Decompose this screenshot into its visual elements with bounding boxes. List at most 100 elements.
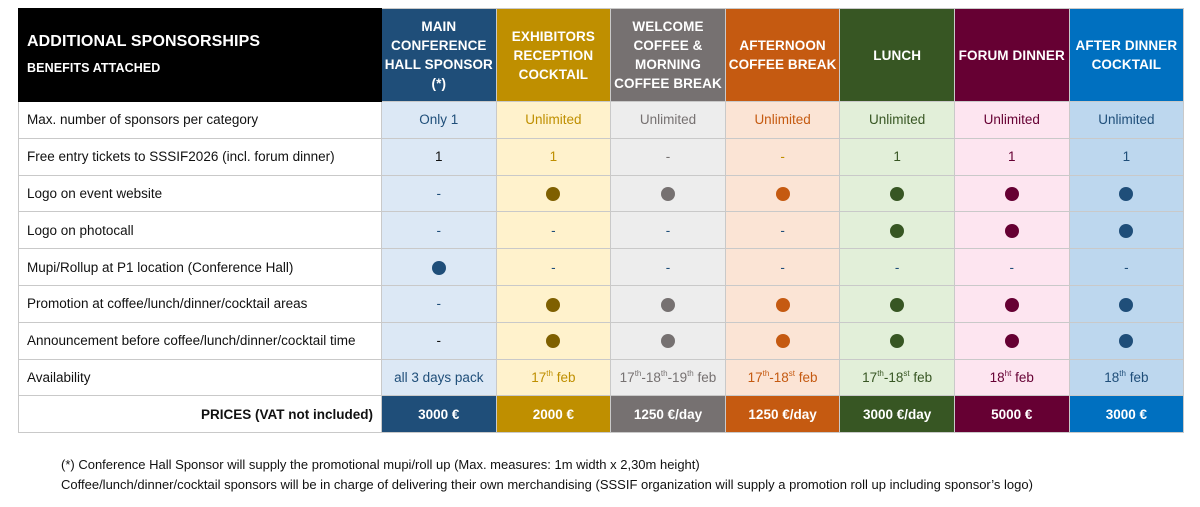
not-included-dash: - <box>894 259 900 275</box>
table-subtitle: BENEFITS ATTACHED <box>27 61 161 75</box>
benefit-cell <box>1068 321 1185 360</box>
not-included-dash: - <box>665 222 671 238</box>
included-dot-icon <box>431 260 446 275</box>
benefit-label: Promotion at coffee/lunch/dinner/cocktai… <box>18 284 382 323</box>
benefit-cell <box>495 321 612 360</box>
category-header-line: RECEPTION <box>513 47 594 63</box>
footnote-merchandising: Coffee/lunch/dinner/cocktail sponsors wi… <box>61 477 1033 492</box>
availability-text: feb <box>1125 369 1149 385</box>
benefit-cell: 17th feb <box>495 358 612 397</box>
included-dot-icon <box>660 334 675 349</box>
included-dot-icon <box>1119 297 1134 312</box>
benefit-cell <box>839 284 955 323</box>
included-dot-icon <box>775 187 790 202</box>
included-dot-icon <box>546 297 561 312</box>
availability-text: 17 <box>531 369 547 385</box>
included-dot-icon <box>890 187 905 202</box>
availability-text: -19 <box>667 369 688 385</box>
cell-value: Unlimited <box>525 112 582 128</box>
not-included-dash: - <box>665 259 671 275</box>
not-included-dash: - <box>436 222 442 238</box>
cell-value: 1 <box>1122 149 1131 165</box>
category-header: EXHIBITORS RECEPTION COCKTAIL <box>495 8 612 102</box>
benefit-label: Free entry tickets to SSSIF2026 (incl. f… <box>18 137 382 176</box>
benefit-cell: - <box>610 137 726 176</box>
footnote-conference-hall: (*) Conference Hall Sponsor will supply … <box>61 457 700 472</box>
cell-value: Unlimited <box>639 112 697 128</box>
benefit-cell: all 3 days pack <box>381 358 497 397</box>
benefit-row: Promotion at coffee/lunch/dinner/cocktai… <box>18 284 1185 323</box>
not-included-dash: - <box>665 149 671 165</box>
header-row: ADDITIONAL SPONSORSHIPS BENEFITS ATTACHE… <box>18 8 1185 102</box>
not-included-dash: - <box>780 222 785 238</box>
benefit-cell: - <box>953 248 1070 286</box>
benefit-row: Announcement before coffee/lunch/dinner/… <box>18 321 1185 360</box>
price-value: 5000 € <box>953 395 1070 434</box>
benefit-cell: 18ht feb <box>953 358 1070 397</box>
benefit-cell <box>495 284 612 323</box>
benefit-cell: - <box>495 211 612 250</box>
benefit-cell: Unlimited <box>953 101 1070 139</box>
benefit-cell: Unlimited <box>1068 101 1185 139</box>
ordinal-suffix: th <box>546 368 553 378</box>
benefit-cell <box>953 321 1070 360</box>
benefit-cell <box>610 321 726 360</box>
category-header-line: HALL SPONSOR <box>384 57 493 72</box>
cell-value: Unlimited <box>983 112 1040 128</box>
availability-text: 17 <box>747 369 763 385</box>
ordinal-suffix: th <box>687 368 694 378</box>
benefit-cell <box>1068 174 1185 213</box>
availability-text: 18 <box>989 369 1005 385</box>
category-header-line: COCKTAIL <box>1091 57 1162 72</box>
cell-value: Only 1 <box>419 112 459 128</box>
category-header-line: MAIN <box>421 19 457 34</box>
category-header-line: LUNCH <box>873 47 922 63</box>
availability-text: feb <box>552 369 576 385</box>
benefit-cell: 1 <box>839 137 955 176</box>
price-value: 1250 €/day <box>610 395 726 434</box>
benefit-label: Max. number of sponsors per category <box>18 101 382 139</box>
benefit-cell <box>610 284 726 323</box>
not-included-dash: - <box>780 259 785 275</box>
ordinal-suffix: th <box>660 368 668 378</box>
sponsorship-table: ADDITIONAL SPONSORSHIPS BENEFITS ATTACHE… <box>18 8 1185 434</box>
included-dot-icon <box>775 334 790 349</box>
benefit-row: Free entry tickets to SSSIF2026 (incl. f… <box>18 137 1185 176</box>
table-title-cell: ADDITIONAL SPONSORSHIPS BENEFITS ATTACHE… <box>18 8 382 102</box>
availability-text: -18 <box>883 369 904 385</box>
benefit-label: Availability <box>18 358 382 397</box>
included-dot-icon <box>1119 334 1134 349</box>
availability-text: feb <box>1011 369 1034 385</box>
price-value: 3000 €/day <box>839 395 955 434</box>
not-included-dash: - <box>551 259 556 275</box>
cell-value: Unlimited <box>869 112 926 128</box>
benefit-cell: Unlimited <box>610 101 726 139</box>
benefit-cell: 1 <box>953 137 1070 176</box>
cell-value: Unlimited <box>1098 112 1155 128</box>
category-header: WELCOME COFFEE & MORNING COFFEE BREAK <box>610 8 726 102</box>
availability-text: 17 <box>619 369 635 385</box>
included-dot-icon <box>660 187 675 202</box>
category-header: AFTER DINNER COCKTAIL <box>1068 8 1185 102</box>
benefit-cell: Unlimited <box>495 101 612 139</box>
benefit-cell <box>953 211 1070 250</box>
footnotes: (*) Conference Hall Sponsor will supply … <box>61 455 1033 495</box>
benefit-cell: 1 <box>381 137 497 176</box>
not-included-dash: - <box>551 222 556 238</box>
included-dot-icon <box>546 187 561 202</box>
ordinal-suffix: th <box>1119 368 1126 378</box>
prices-label: PRICES (VAT not included) <box>18 395 382 434</box>
availability-text: feb <box>909 369 933 385</box>
benefit-cell: 18th feb <box>1068 358 1185 397</box>
benefit-cell <box>724 321 841 360</box>
category-header-line: MORNING <box>635 57 701 72</box>
benefit-cell: 1 <box>495 137 612 176</box>
availability-text: 18 <box>1104 369 1120 385</box>
ordinal-suffix: th <box>762 368 770 378</box>
included-dot-icon <box>1004 334 1019 349</box>
included-dot-icon <box>890 334 905 349</box>
included-dot-icon <box>660 297 675 312</box>
category-header-line: (*) <box>431 76 447 91</box>
benefit-cell: Only 1 <box>381 101 497 139</box>
category-header: AFTERNOON COFFEE BREAK <box>724 8 841 102</box>
